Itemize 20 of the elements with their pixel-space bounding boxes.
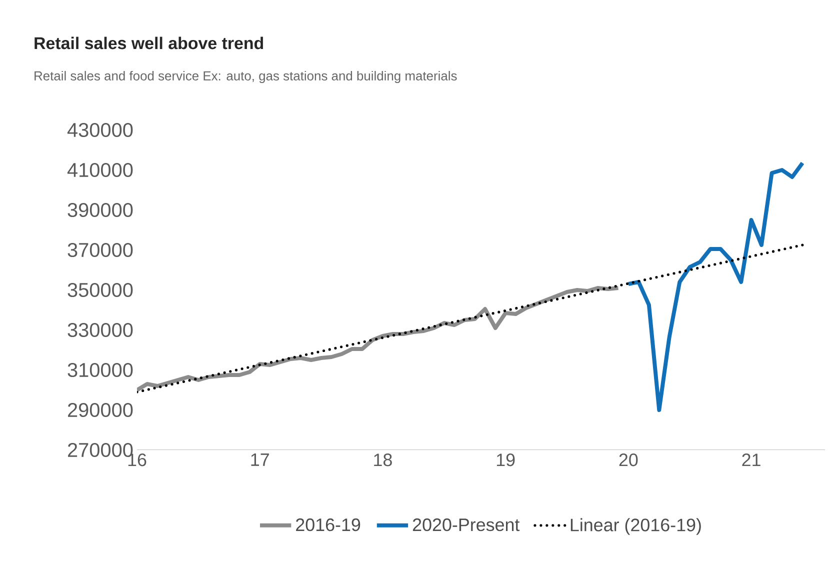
y-tick-label: 290000 — [68, 402, 133, 418]
x-tick-label: 17 — [251, 454, 269, 466]
y-tick-label: 430000 — [67, 122, 133, 138]
x-tick-label: 20 — [619, 454, 638, 466]
line-series — [626, 161, 805, 412]
x-tick-label: 21 — [742, 454, 760, 466]
chart-title: Retail sales well above trend — [34, 36, 264, 50]
chart-subtitle: Retail sales and food service Ex: auto, gas stations and building materials — [34, 70, 457, 84]
y-tick-label: 370000 — [68, 242, 133, 258]
y-tick-label: 410000 — [67, 162, 133, 178]
y-tick-label: 310000 — [68, 362, 133, 378]
legend-label: Linear (2016-19) — [570, 518, 701, 535]
x-tick-label: 19 — [496, 454, 515, 466]
y-tick-label: 330000 — [68, 322, 133, 338]
x-tick-label: 18 — [374, 454, 392, 466]
legend-label: 2020-Present — [412, 518, 520, 532]
line-series — [137, 286, 620, 392]
y-tick-label: 350000 — [68, 282, 133, 298]
y-tick-label: 390000 — [68, 202, 133, 218]
legend-label: 2016-19 — [296, 518, 360, 532]
